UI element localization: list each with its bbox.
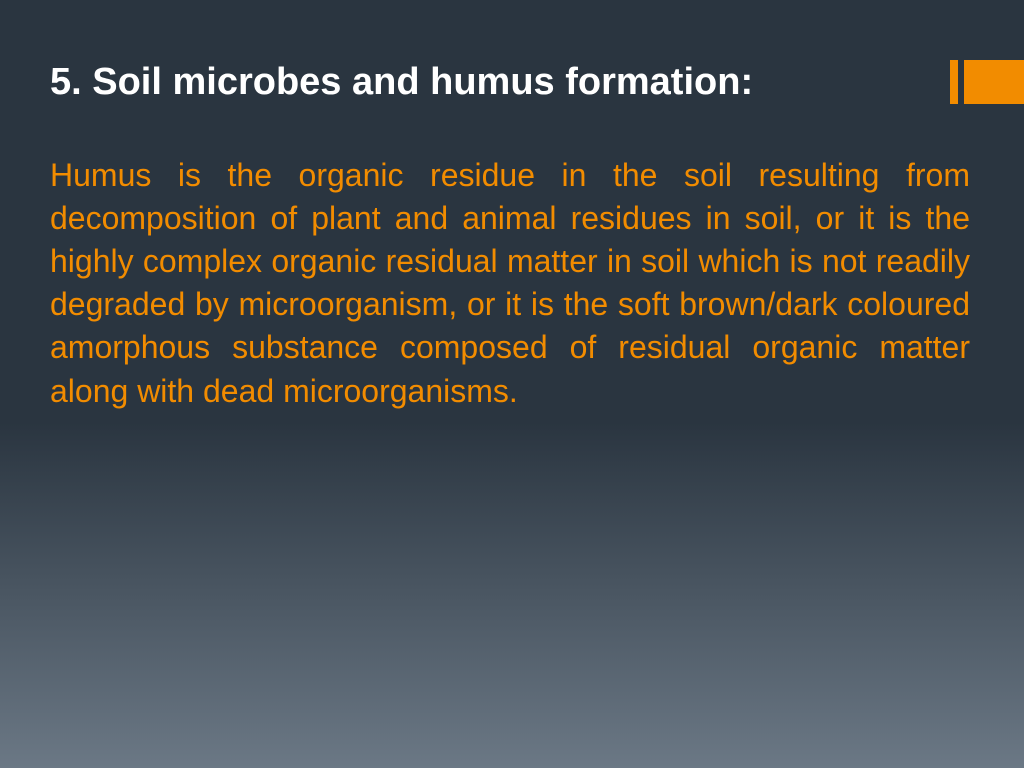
accent-decoration — [950, 60, 1024, 104]
slide-title: 5. Soil microbes and humus formation: — [50, 60, 753, 106]
accent-bar-thick — [964, 60, 1024, 104]
slide-body-text: Humus is the organic residue in the soil… — [50, 154, 970, 413]
title-row: 5. Soil microbes and humus formation: — [50, 60, 974, 106]
slide-container: 5. Soil microbes and humus formation: Hu… — [0, 0, 1024, 768]
accent-bar-thin — [950, 60, 958, 104]
